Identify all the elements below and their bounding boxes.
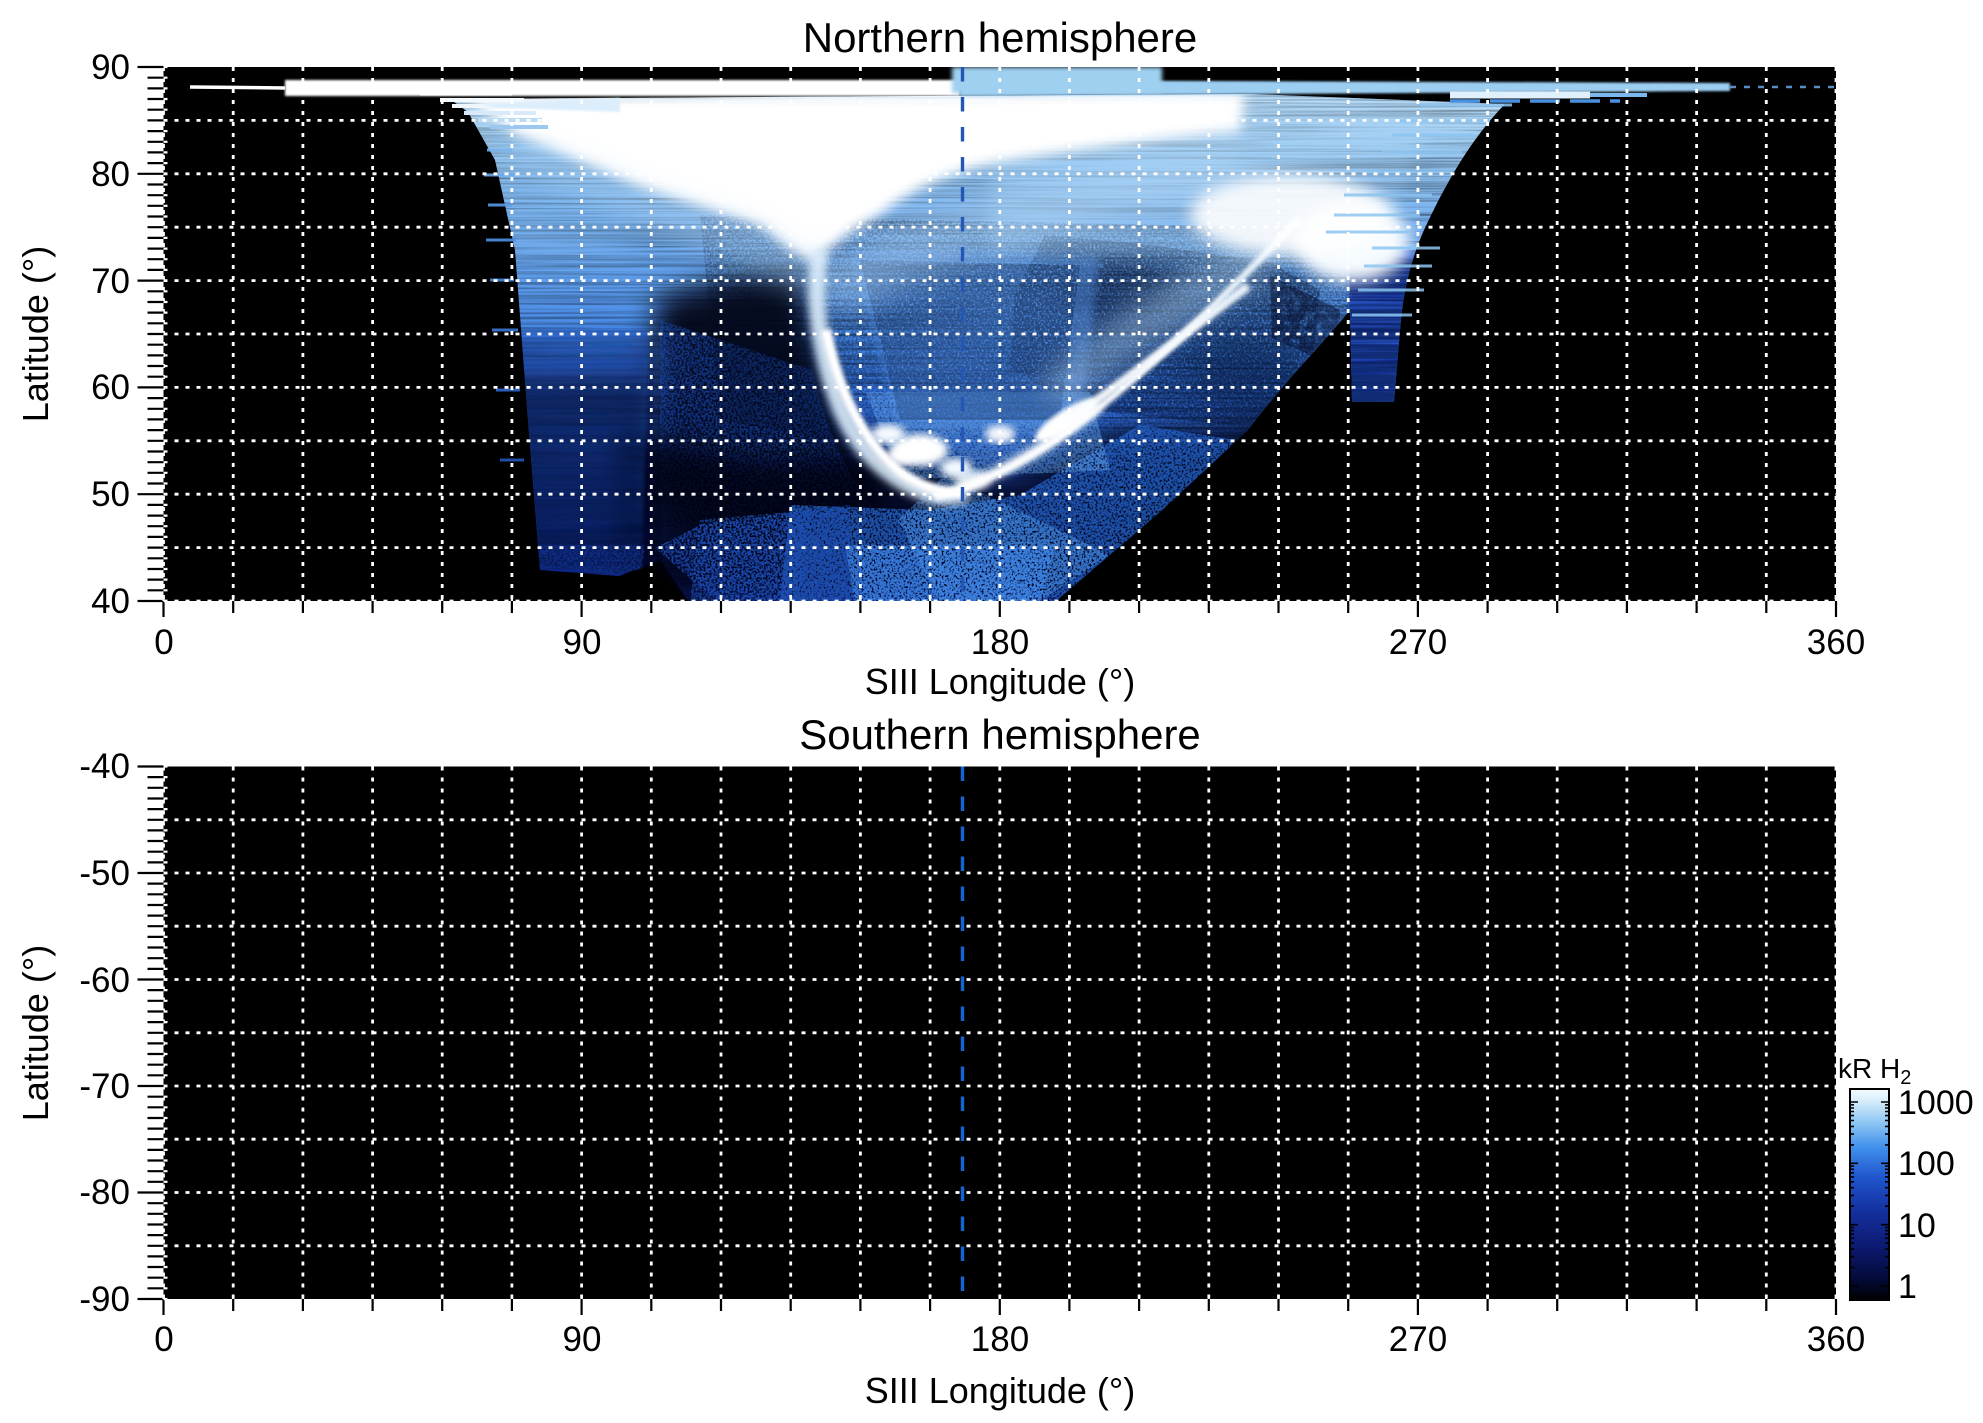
svg-text:Southern hemisphere: Southern hemisphere [799,711,1201,758]
svg-text:100: 100 [1898,1145,1955,1183]
svg-text:10: 10 [1898,1207,1936,1245]
svg-text:-50: -50 [79,854,130,893]
svg-text:Northern hemisphere: Northern hemisphere [803,14,1198,61]
svg-text:90: 90 [91,48,130,87]
svg-text:360: 360 [1807,623,1865,662]
svg-text:SIII Longitude (°): SIII Longitude (°) [865,1370,1136,1411]
svg-text:-70: -70 [79,1067,130,1106]
svg-text:Latitude (°): Latitude (°) [15,945,56,1121]
svg-text:1: 1 [1898,1268,1917,1306]
svg-text:40: 40 [91,582,130,621]
svg-text:180: 180 [971,1320,1029,1359]
svg-text:90: 90 [563,623,602,662]
svg-text:kR H2: kR H2 [1838,1053,1911,1089]
svg-text:SIII Longitude (°): SIII Longitude (°) [865,661,1136,702]
svg-text:80: 80 [91,155,130,194]
svg-text:90: 90 [563,1320,602,1359]
svg-text:-40: -40 [79,747,130,786]
svg-text:0: 0 [154,623,173,662]
svg-text:270: 270 [1389,623,1447,662]
svg-text:60: 60 [91,368,130,407]
svg-text:360: 360 [1807,1320,1865,1359]
svg-text:-60: -60 [79,961,130,1000]
svg-text:70: 70 [91,262,130,301]
svg-text:180: 180 [971,623,1029,662]
svg-text:-80: -80 [79,1173,130,1212]
svg-text:-90: -90 [79,1280,130,1319]
svg-text:50: 50 [91,475,130,514]
svg-text:270: 270 [1389,1320,1447,1359]
svg-text:Latitude (°): Latitude (°) [15,246,56,422]
svg-text:1000: 1000 [1898,1084,1974,1122]
svg-text:0: 0 [154,1320,173,1359]
